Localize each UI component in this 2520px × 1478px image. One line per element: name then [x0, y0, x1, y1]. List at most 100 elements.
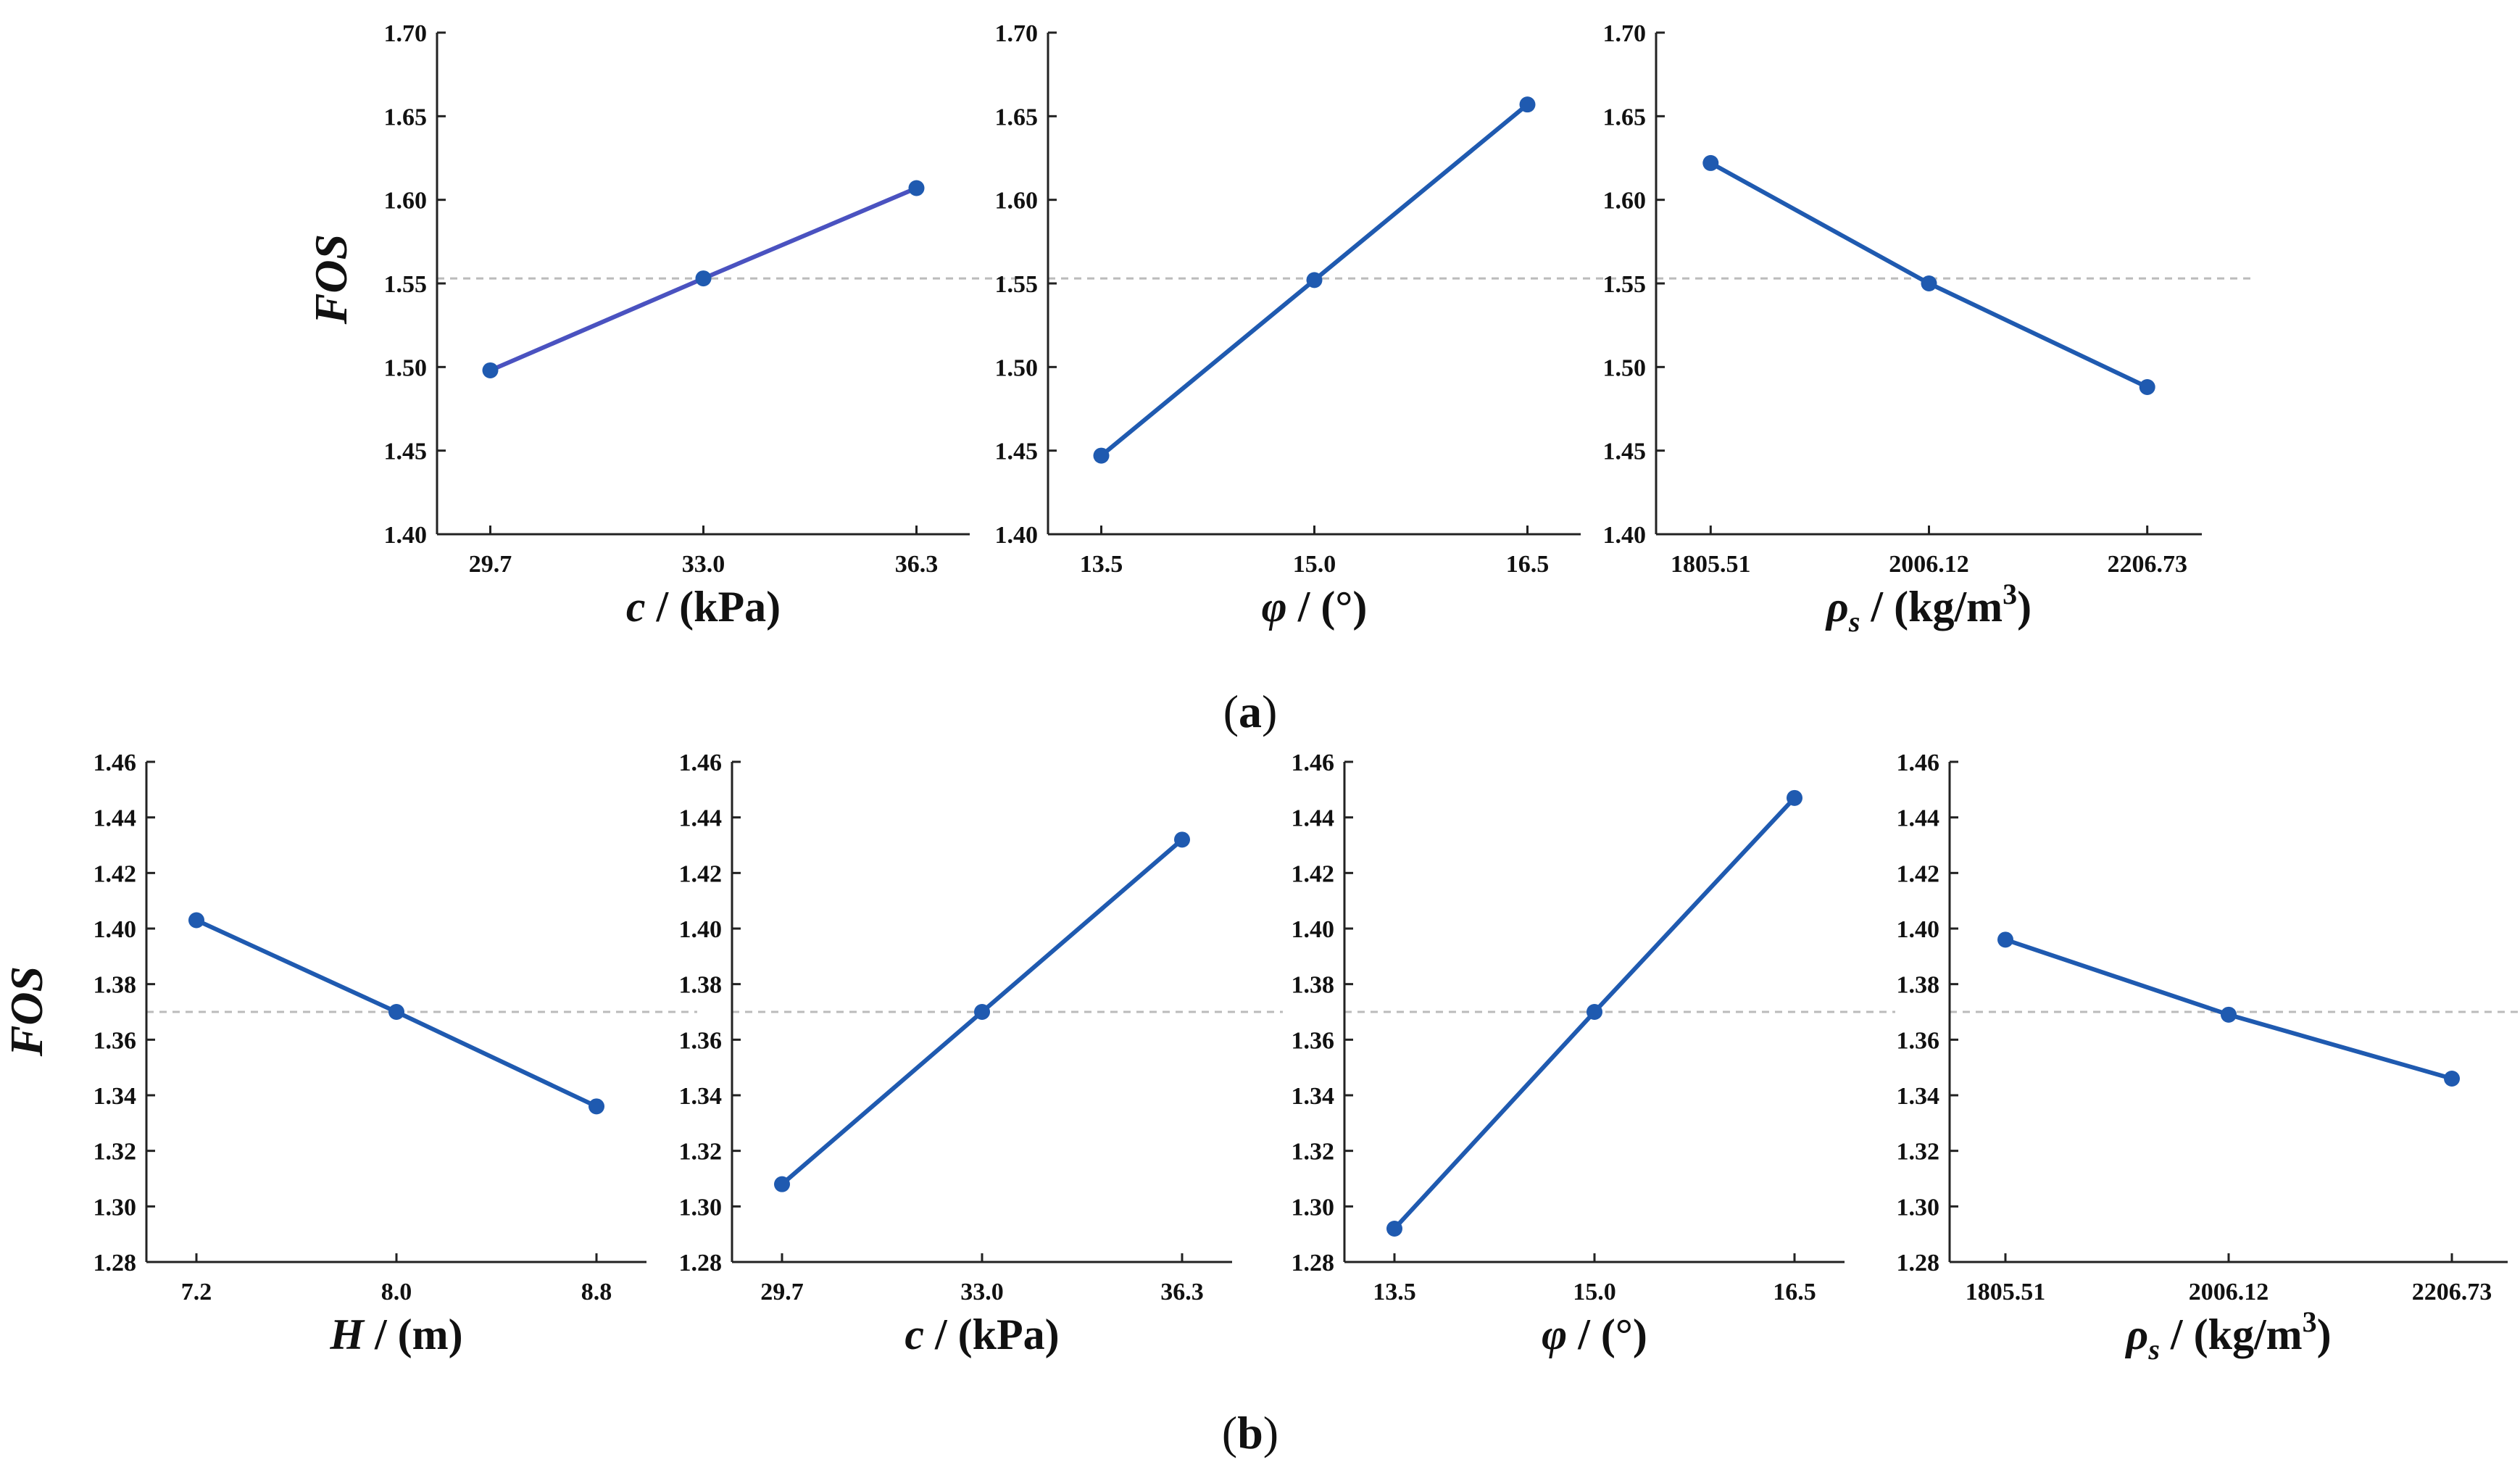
y-tick-label: 1.38	[1897, 972, 1940, 999]
y-tick-label: 1.42	[679, 860, 723, 887]
x-tick-label: 8.8	[581, 1279, 612, 1305]
x-axis-subscript: s	[2147, 1333, 2160, 1366]
data-point	[388, 1004, 404, 1020]
y-tick-label: 1.65	[384, 104, 428, 130]
x-axis-unit: / (kg/m	[1860, 583, 2003, 631]
y-tick-label: 1.36	[1292, 1027, 1335, 1054]
chart-a-3: 1.40 1.45 1.50 1.55 1.60 1.65 1.70 1805.51 2006.…	[1603, 20, 2253, 638]
chart-a-2: 1.40 1.45 1.50 1.55 1.60 1.65 1.70 13.5 15.0 16.5…	[995, 20, 1631, 631]
x-axis-subscript: s	[1848, 605, 1860, 638]
data-point	[2139, 379, 2155, 396]
x-tick-label: 1805.51	[1966, 1279, 2046, 1305]
y-tick-label: 1.42	[1292, 860, 1335, 887]
x-tick-label: 8.0	[381, 1279, 412, 1305]
y-tick-label: 1.55	[1603, 271, 1647, 298]
y-tick-label: 1.32	[1897, 1139, 1940, 1166]
data-point	[1587, 1004, 1602, 1020]
y-tick-label: 1.44	[1897, 805, 1940, 832]
x-tick-label: 15.0	[1293, 551, 1336, 578]
x-axis-symbol: c	[626, 583, 646, 631]
data-point	[908, 180, 925, 196]
data-point	[1921, 275, 1937, 291]
y-tick-label: 1.30	[1292, 1194, 1335, 1221]
x-axis-unit-close: )	[2317, 1311, 2332, 1358]
y-tick-label: 1.40	[995, 522, 1039, 549]
x-tick-label: 16.5	[1506, 551, 1550, 578]
x-tick-label: 29.7	[469, 551, 512, 578]
x-axis-unit: / (°)	[1567, 1311, 1647, 1358]
y-tick-label: 1.40	[93, 916, 137, 943]
y-tick-label: 1.36	[1897, 1027, 1940, 1054]
x-tick-label: 16.5	[1773, 1279, 1816, 1305]
y-tick-label: 1.30	[93, 1194, 137, 1221]
y-tick-label: 1.70	[1603, 20, 1647, 47]
x-axis-unit-close: )	[2017, 583, 2032, 631]
data-point	[2221, 1006, 2237, 1023]
y-tick-label: 1.38	[1292, 972, 1335, 999]
x-axis-symbol: ρ	[2124, 1311, 2148, 1358]
x-axis-label: c / (kPa)	[905, 1311, 1059, 1358]
y-tick-label: 1.28	[679, 1250, 723, 1276]
x-tick-label: 29.7	[760, 1279, 804, 1305]
data-point	[188, 912, 204, 929]
x-axis-label: c / (kPa)	[626, 583, 781, 631]
panel-b-caption: (b)	[1222, 1407, 1278, 1458]
y-tick-label: 1.50	[995, 354, 1039, 381]
data-point	[1306, 272, 1323, 288]
x-axis-unit: / (m)	[364, 1311, 463, 1358]
x-tick-label: 13.5	[1373, 1279, 1416, 1305]
y-tick-label: 1.34	[1292, 1083, 1335, 1110]
data-point	[1702, 154, 1719, 171]
data-point	[1174, 831, 1190, 848]
y-tick-label: 1.32	[1292, 1139, 1335, 1166]
y-tick-label: 1.45	[384, 439, 428, 465]
y-tick-label: 1.36	[679, 1027, 723, 1054]
series-line	[1708, 160, 2150, 390]
x-tick-label: 2006.12	[1889, 551, 1969, 578]
x-axis-unit: / (°)	[1287, 583, 1368, 631]
x-axis-superscript: 3	[2303, 1305, 2317, 1338]
x-tick-label: 13.5	[1080, 551, 1123, 578]
y-tick-label: 1.65	[995, 104, 1039, 130]
x-axis-label: φ / (°)	[1542, 1311, 1647, 1358]
data-point	[1386, 1221, 1402, 1237]
y-tick-label: 1.32	[679, 1139, 723, 1166]
y-tick-label: 1.44	[1292, 805, 1335, 832]
y-tick-label: 1.30	[679, 1194, 723, 1221]
y-tick-label: 1.42	[1897, 860, 1940, 887]
chart-b-2: 1.28 1.30 1.32 1.34 1.36 1.38 1.40 1.42 1.44 1.46…	[679, 750, 1283, 1358]
data-point	[974, 1004, 990, 1020]
y-tick-label: 1.46	[93, 750, 137, 776]
y-tick-label: 1.28	[1292, 1250, 1335, 1276]
x-axis-unit: / (kPa)	[924, 1311, 1060, 1358]
y-tick-label: 1.40	[1292, 916, 1335, 943]
x-tick-label: 36.3	[1160, 1279, 1204, 1305]
y-tick-label: 1.60	[384, 188, 428, 215]
data-point	[1093, 447, 1110, 464]
y-axis-label: FOS	[1, 966, 52, 1058]
y-tick-label: 1.60	[1603, 188, 1647, 215]
x-axis-label: φ / (°)	[1262, 583, 1368, 631]
y-tick-label: 1.60	[995, 188, 1039, 215]
x-tick-label: 2206.73	[2107, 551, 2187, 578]
y-tick-label: 1.70	[384, 20, 428, 47]
data-point	[695, 270, 712, 287]
x-axis-label: ρs / (kg/m3)	[2124, 1305, 2331, 1366]
y-tick-label: 1.34	[1897, 1083, 1940, 1110]
y-tick-label: 1.46	[679, 750, 723, 776]
y-tick-label: 1.46	[1292, 750, 1335, 776]
x-tick-label: 7.2	[181, 1279, 212, 1305]
y-axis-label: FOS	[305, 234, 357, 325]
x-axis-label: ρs / (kg/m3)	[1825, 578, 2032, 638]
data-point	[2444, 1071, 2460, 1087]
y-tick-label: 1.36	[93, 1027, 137, 1054]
y-tick-label: 1.42	[93, 860, 137, 887]
panel-b-letter: b	[1237, 1407, 1263, 1458]
x-axis-symbol: φ	[1262, 583, 1287, 631]
y-tick-label: 1.50	[384, 354, 428, 381]
y-tick-label: 1.32	[93, 1139, 137, 1166]
y-tick-label: 1.28	[93, 1250, 137, 1276]
x-tick-label: 33.0	[960, 1279, 1004, 1305]
y-tick-label: 1.70	[995, 20, 1039, 47]
x-axis-symbol: H	[329, 1311, 365, 1358]
